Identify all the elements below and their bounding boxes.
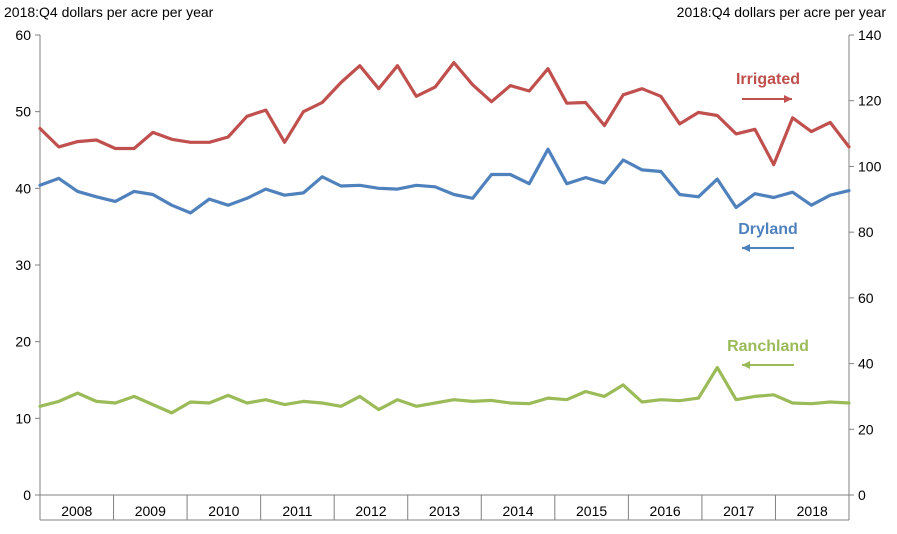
- series-label-irrigated: Irrigated: [736, 71, 800, 88]
- left-tick-label: 60: [15, 27, 31, 43]
- left-axis-title: 2018:Q4 dollars per acre per year: [4, 4, 214, 20]
- right-tick-label: 0: [858, 487, 866, 503]
- left-tick-label: 0: [23, 487, 31, 503]
- series-label-ranchland: Ranchland: [727, 338, 809, 355]
- right-tick-label: 100: [858, 158, 882, 174]
- series-line-irrigated: [38, 60, 851, 167]
- year-label: 2018: [797, 503, 828, 519]
- right-tick-label: 120: [858, 93, 882, 109]
- year-label: 2016: [650, 503, 681, 519]
- left-tick-label: 30: [15, 257, 31, 273]
- series-label-dryland: Dryland: [738, 221, 798, 238]
- left-tick-label: 10: [15, 410, 31, 426]
- year-label: 2013: [429, 503, 460, 519]
- left-tick-label: 50: [15, 104, 31, 120]
- series-line-ranchland: [38, 365, 851, 415]
- year-label: 2009: [135, 503, 166, 519]
- legend-arrowhead-ranchland: [742, 361, 750, 369]
- year-label: 2010: [208, 503, 239, 519]
- year-label: 2015: [576, 503, 607, 519]
- year-label: 2012: [355, 503, 386, 519]
- legend-arrowhead-irrigated: [784, 95, 792, 103]
- right-tick-label: 20: [858, 421, 874, 437]
- year-label: 2014: [502, 503, 533, 519]
- left-tick-label: 20: [15, 334, 31, 350]
- legend-arrowhead-dryland: [742, 244, 750, 252]
- left-tick-label: 40: [15, 180, 31, 196]
- right-tick-label: 60: [858, 290, 874, 306]
- year-label: 2017: [723, 503, 754, 519]
- right-tick-label: 140: [858, 27, 882, 43]
- right-tick-label: 80: [858, 224, 874, 240]
- series-line-dryland: [38, 147, 851, 215]
- right-tick-label: 40: [858, 356, 874, 372]
- year-label: 2011: [282, 503, 312, 519]
- right-axis-title: 2018:Q4 dollars per acre per year: [677, 4, 887, 20]
- year-label: 2008: [61, 503, 92, 519]
